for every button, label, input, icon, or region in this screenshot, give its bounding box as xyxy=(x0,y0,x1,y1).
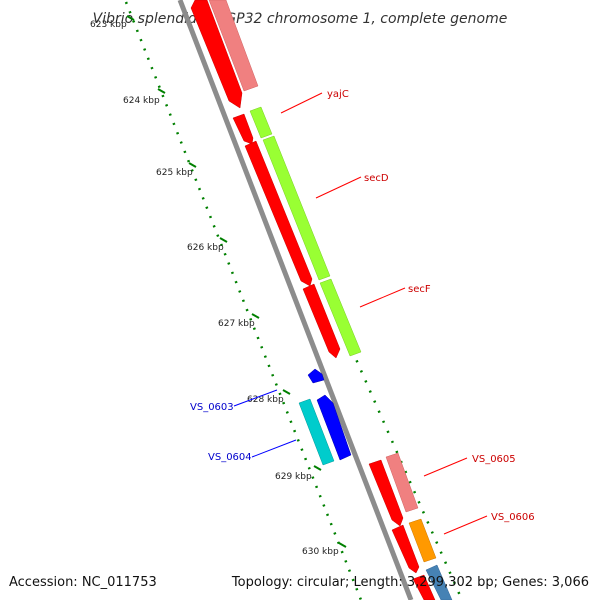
accession-text: Accession: NC_011753 xyxy=(9,575,157,590)
gene-arrow-yajC[interactable] xyxy=(232,113,254,145)
gene-features[interactable] xyxy=(190,0,453,600)
gene-arrow[interactable] xyxy=(190,0,243,109)
gc-dotted-track xyxy=(124,1,363,600)
gene-arrow-VS_0605-cog[interactable] xyxy=(385,452,419,513)
gene-arrow-secF[interactable] xyxy=(302,283,341,359)
tick-label: 630 kbp xyxy=(302,547,339,557)
gene-label-secF[interactable]: secF xyxy=(408,284,431,295)
tick-label: 625 kbp xyxy=(156,168,193,178)
map-title: Vibrio splendidus LGP32 chromosome 1, co… xyxy=(93,11,508,27)
scale-tick-marks xyxy=(126,15,347,548)
gene-label-VS_0605[interactable]: VS_0605 xyxy=(472,454,516,465)
gene-arrow-VS_0606[interactable] xyxy=(391,524,420,574)
gene-arrow[interactable] xyxy=(425,564,453,600)
gene-arrow[interactable] xyxy=(412,574,436,600)
gene-arrow-VS_0603[interactable] xyxy=(307,368,325,384)
tick-label: 626 kbp xyxy=(187,243,224,253)
gene-arrow-secF-cog[interactable] xyxy=(319,278,362,357)
gene-arrow-VS_0604[interactable] xyxy=(316,394,352,461)
gene-arrow-yajC-cog[interactable] xyxy=(249,106,273,139)
gene-arrow[interactable] xyxy=(208,0,259,92)
gene-arrow-secD-cog[interactable] xyxy=(262,135,331,281)
gene-label-yajC[interactable]: yajC xyxy=(327,89,349,100)
gene-label-secD[interactable]: secD xyxy=(364,173,389,184)
gene-arrow-VS_0605[interactable] xyxy=(368,459,404,527)
gene-label-VS_0603[interactable]: VS_0603 xyxy=(190,402,234,413)
gene-arrow-secD[interactable] xyxy=(244,140,313,287)
gene-arrow-VS_0606-cog[interactable] xyxy=(408,518,437,563)
tick-label: 623 kbp xyxy=(90,20,127,30)
gene-label-VS_0604[interactable]: VS_0604 xyxy=(208,452,252,463)
topology-text: Topology: circular; Length: 3,299,302 bp… xyxy=(231,575,589,590)
tick-label: 624 kbp xyxy=(123,96,160,106)
tick-label: 627 kbp xyxy=(218,319,255,329)
tick-label: 629 kbp xyxy=(275,472,312,482)
genome-backbone xyxy=(177,0,414,600)
tick-label: 628 kbp xyxy=(247,395,284,405)
label-leader-lines xyxy=(233,92,488,535)
gene-label-VS_0606[interactable]: VS_0606 xyxy=(491,512,535,523)
gene-arrow-VS_0604-cog[interactable] xyxy=(298,398,335,466)
